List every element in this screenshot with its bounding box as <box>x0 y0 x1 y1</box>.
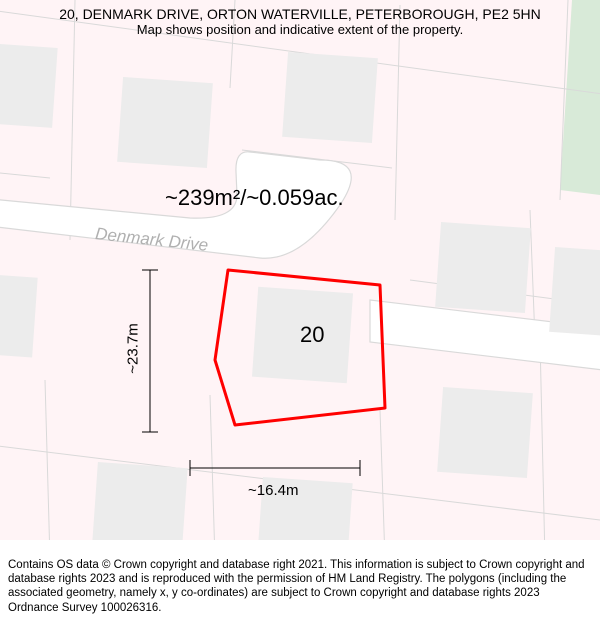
header: 20, DENMARK DRIVE, ORTON WATERVILLE, PET… <box>0 0 600 37</box>
dim-vertical-label: ~23.7m <box>125 323 142 373</box>
footer-copyright: Contains OS data © Crown copyright and d… <box>0 552 600 625</box>
dim-horizontal-label: ~16.4m <box>248 482 298 499</box>
address-title: 20, DENMARK DRIVE, ORTON WATERVILLE, PET… <box>10 6 590 22</box>
subtitle: Map shows position and indicative extent… <box>10 22 590 37</box>
area-label: ~239m²/~0.059ac. <box>165 185 344 211</box>
map-canvas <box>0 0 600 540</box>
house-number: 20 <box>300 322 324 348</box>
